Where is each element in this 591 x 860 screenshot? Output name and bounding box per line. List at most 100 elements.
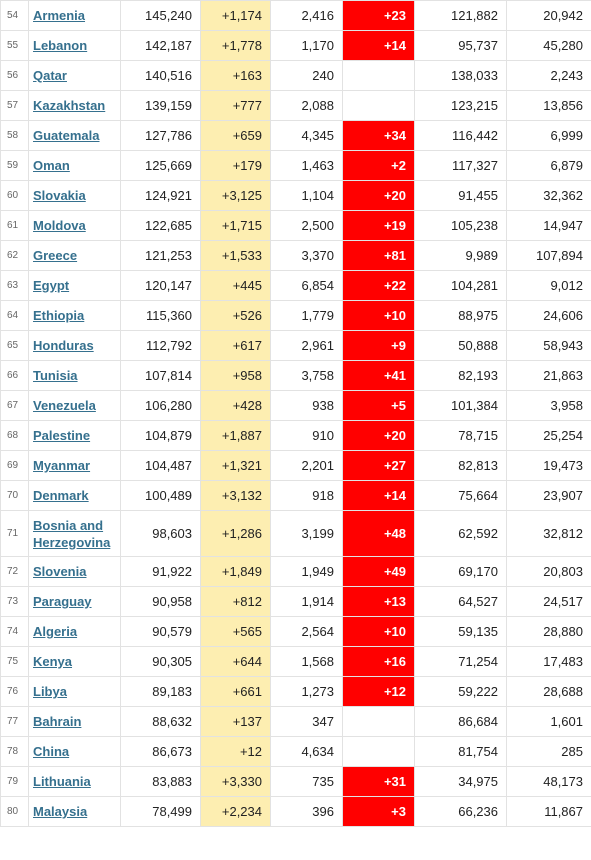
country-link[interactable]: Palestine	[33, 428, 91, 443]
total-deaths-cell: 1,170	[270, 30, 343, 61]
total-recovered-cell: 117,327	[414, 150, 507, 181]
total-deaths-cell: 2,961	[270, 330, 343, 361]
total-recovered-cell: 75,664	[414, 480, 507, 511]
country-link[interactable]: Bahrain	[33, 714, 82, 729]
new-deaths-cell: +19	[342, 210, 415, 241]
active-cases-cell: 9,012	[506, 270, 591, 301]
country-link[interactable]: Malaysia	[33, 804, 88, 819]
country-link[interactable]: Tunisia	[33, 368, 78, 383]
new-cases-cell: +1,887	[200, 420, 271, 451]
total-cases-cell: 104,879	[120, 420, 201, 451]
new-deaths-cell: +41	[342, 360, 415, 391]
country-link[interactable]: Guatemala	[33, 128, 100, 143]
new-deaths-cell: +13	[342, 586, 415, 617]
country-link[interactable]: Venezuela	[33, 398, 96, 413]
table-row: 77 Bahrain 88,632 +137 347 86,684 1,601	[0, 706, 591, 737]
table-row: 65 Honduras 112,792 +617 2,961 +9 50,888 58,943	[0, 330, 591, 361]
new-deaths-cell: +20	[342, 420, 415, 451]
country-cell: Kenya	[28, 646, 121, 677]
new-deaths-cell: +31	[342, 766, 415, 797]
total-recovered-cell: 34,975	[414, 766, 507, 797]
total-deaths-cell: 1,463	[270, 150, 343, 181]
new-cases-cell: +1,849	[200, 556, 271, 587]
rank-cell: 65	[0, 330, 29, 361]
active-cases-cell: 285	[506, 736, 591, 767]
active-cases-cell: 24,606	[506, 300, 591, 331]
new-deaths-cell	[342, 60, 415, 91]
country-cell: Bosnia and Herzegovina	[28, 510, 121, 557]
table-row: 55 Lebanon 142,187 +1,778 1,170 +14 95,737 45,2…	[0, 30, 591, 61]
country-link[interactable]: Moldova	[33, 218, 86, 233]
total-recovered-cell: 82,813	[414, 450, 507, 481]
new-deaths-cell: +16	[342, 646, 415, 677]
rank-cell: 68	[0, 420, 29, 451]
country-cell: Malaysia	[28, 796, 121, 827]
country-link[interactable]: China	[33, 744, 70, 759]
country-link[interactable]: Libya	[33, 684, 67, 699]
active-cases-cell: 20,803	[506, 556, 591, 587]
total-cases-cell: 124,921	[120, 180, 201, 211]
total-deaths-cell: 938	[270, 390, 343, 421]
total-recovered-cell: 78,715	[414, 420, 507, 451]
rank-cell: 75	[0, 646, 29, 677]
country-link[interactable]: Greece	[33, 248, 78, 263]
rank-cell: 58	[0, 120, 29, 151]
country-cell: Libya	[28, 676, 121, 707]
country-link[interactable]: Honduras	[33, 338, 94, 353]
total-recovered-cell: 123,215	[414, 90, 507, 121]
country-link[interactable]: Denmark	[33, 488, 89, 503]
country-cell: Qatar	[28, 60, 121, 91]
country-link[interactable]: Ethiopia	[33, 308, 85, 323]
country-cell: Moldova	[28, 210, 121, 241]
new-deaths-cell: +48	[342, 510, 415, 557]
table-row: 73 Paraguay 90,958 +812 1,914 +13 64,527 24,517	[0, 586, 591, 617]
total-recovered-cell: 91,455	[414, 180, 507, 211]
total-deaths-cell: 2,500	[270, 210, 343, 241]
active-cases-cell: 6,999	[506, 120, 591, 151]
total-cases-cell: 83,883	[120, 766, 201, 797]
total-cases-cell: 88,632	[120, 706, 201, 737]
total-deaths-cell: 3,370	[270, 240, 343, 271]
new-deaths-cell: +34	[342, 120, 415, 151]
country-link[interactable]: Lebanon	[33, 38, 88, 53]
rank-cell: 80	[0, 796, 29, 827]
total-cases-cell: 125,669	[120, 150, 201, 181]
total-deaths-cell: 6,854	[270, 270, 343, 301]
country-link[interactable]: Algeria	[33, 624, 78, 639]
rank-cell: 71	[0, 510, 29, 557]
country-link[interactable]: Qatar	[33, 68, 67, 83]
total-recovered-cell: 59,135	[414, 616, 507, 647]
table-row: 63 Egypt 120,147 +445 6,854 +22 104,281 9,012	[0, 270, 591, 301]
total-deaths-cell: 910	[270, 420, 343, 451]
new-cases-cell: +428	[200, 390, 271, 421]
country-link[interactable]: Bosnia and Herzegovina	[33, 517, 111, 550]
active-cases-cell: 28,880	[506, 616, 591, 647]
new-deaths-cell: +81	[342, 240, 415, 271]
new-deaths-cell: +20	[342, 180, 415, 211]
country-link[interactable]: Armenia	[33, 8, 86, 23]
country-link[interactable]: Slovenia	[33, 564, 87, 579]
country-link[interactable]: Egypt	[33, 278, 70, 293]
rank-cell: 62	[0, 240, 29, 271]
country-link[interactable]: Paraguay	[33, 594, 92, 609]
country-link[interactable]: Myanmar	[33, 458, 91, 473]
total-recovered-cell: 71,254	[414, 646, 507, 677]
country-link[interactable]: Kazakhstan	[33, 98, 106, 113]
active-cases-cell: 45,280	[506, 30, 591, 61]
new-cases-cell: +179	[200, 150, 271, 181]
rank-cell: 66	[0, 360, 29, 391]
country-cell: Venezuela	[28, 390, 121, 421]
country-link[interactable]: Lithuania	[33, 774, 91, 789]
country-link[interactable]: Oman	[33, 158, 70, 173]
table-row: 57 Kazakhstan 139,159 +777 2,088 123,215 13,85…	[0, 90, 591, 121]
total-cases-cell: 91,922	[120, 556, 201, 587]
country-link[interactable]: Slovakia	[33, 188, 86, 203]
country-link[interactable]: Kenya	[33, 654, 73, 669]
total-cases-cell: 90,305	[120, 646, 201, 677]
country-cell: Greece	[28, 240, 121, 271]
total-cases-cell: 139,159	[120, 90, 201, 121]
active-cases-cell: 21,863	[506, 360, 591, 391]
total-cases-cell: 142,187	[120, 30, 201, 61]
total-cases-cell: 145,240	[120, 0, 201, 31]
rank-cell: 76	[0, 676, 29, 707]
